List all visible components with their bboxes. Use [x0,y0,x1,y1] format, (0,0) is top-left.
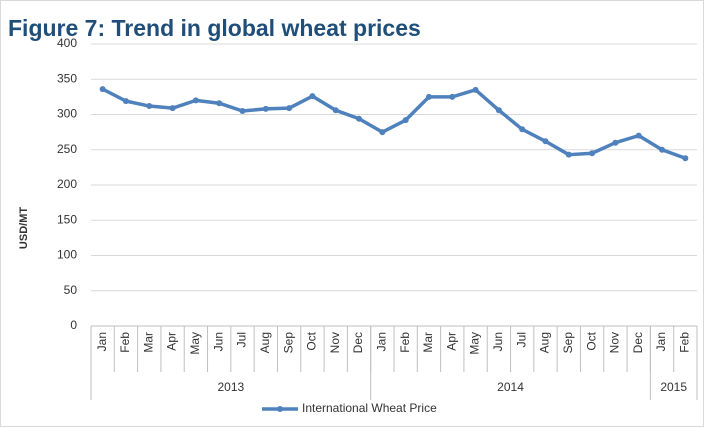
x-tick-label: May [468,332,482,355]
x-tick-label: Apr [444,332,458,351]
y-tick-label: 200 [57,177,77,191]
marker [425,93,432,100]
x-tick-label: Aug [258,332,272,353]
x-tick-label: May [188,332,202,355]
marker [192,97,199,104]
x-tick-label: Jan [654,332,668,351]
y-tick-label: 350 [57,71,77,85]
x-tick-label: Feb [118,332,132,353]
marker [449,93,456,100]
y-tick-label: 400 [57,36,77,50]
x-tick-label: Feb [678,332,692,353]
x-tick-label: Mar [141,332,155,353]
x-tick-label: Jun [211,332,225,351]
y-tick-label: 100 [57,248,77,262]
marker [565,151,572,158]
marker [169,105,176,112]
x-tick-label: Feb [398,332,412,353]
marker [286,105,293,112]
marker [122,98,129,105]
group-label: 2014 [497,380,524,394]
marker [402,117,409,124]
x-tick-label: Oct [584,331,598,350]
x-tick-label: Sep [561,332,575,354]
legend-label: International Wheat Price [302,401,437,415]
marker [99,86,106,93]
x-tick-label: Mar [421,332,435,353]
marker [146,103,153,110]
marker [682,155,689,162]
marker [262,105,269,112]
x-tick-label: Dec [631,332,645,353]
x-tick-label: Jul [235,332,249,347]
marker [472,86,479,93]
marker [379,129,386,136]
x-tick-label: Jan [95,332,109,351]
marker [239,107,246,114]
marker [659,146,666,153]
marker [356,115,363,122]
marker [332,107,339,114]
x-tick-label: Sep [281,332,295,354]
line [101,87,686,160]
x-tick-label: Jan [375,332,389,351]
y-axis-label: USD/MT [18,207,30,249]
chart-title: Figure 7: Trend in global wheat prices [8,15,421,41]
marker [542,138,549,145]
legend-marker [277,406,283,412]
y-tick-label: 50 [64,283,78,297]
y-tick-label: 150 [57,212,77,226]
x-tick-label: Oct [305,331,319,350]
x-tick-label: Aug [538,332,552,353]
y-tick-label: 250 [57,142,77,156]
marker [309,93,316,100]
marker [612,139,619,146]
group-label: 2015 [660,380,687,394]
marker [635,132,642,139]
x-tick-label: Nov [608,332,622,353]
group-label: 2013 [217,380,244,394]
x-tick-label: Apr [165,332,179,351]
x-tick-label: Jul [514,332,528,347]
x-tick-label: Dec [351,332,365,353]
marker [589,150,596,157]
x-tick-label: Jun [491,332,505,351]
y-tick-label: 0 [70,318,77,332]
marker [495,107,502,114]
marker [216,100,223,107]
marker [519,126,526,133]
x-tick-label: Nov [328,332,342,353]
y-tick-label: 300 [57,107,77,121]
